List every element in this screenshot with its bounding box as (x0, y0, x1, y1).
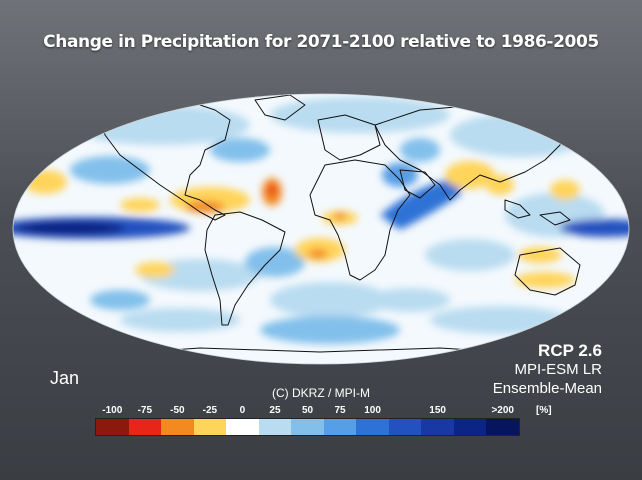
colorbar-swatch (453, 419, 487, 435)
colorbar-swatch (291, 419, 324, 435)
colorbar-tick: -75 (137, 405, 153, 416)
colorbar-swatch (356, 419, 389, 435)
colorbar-tick: 100 (364, 405, 381, 416)
colorbar-unit: [%] (536, 405, 552, 416)
colorbar-tick: -100 (102, 405, 123, 416)
scenario-info: RCP 2.6 MPI-ESM LR Ensemble-Mean (493, 340, 602, 399)
scenario-label: RCP 2.6 (538, 341, 602, 360)
colorbar (95, 418, 520, 436)
colorbar-tick: 150 (429, 405, 446, 416)
colorbar-swatch (161, 419, 194, 435)
colorbar-swatch (128, 419, 162, 435)
colorbar-swatch (486, 419, 519, 435)
colorbar-tick: -25 (202, 405, 218, 416)
colorbar-swatch (421, 419, 454, 435)
colorbar-tick: 0 (239, 405, 246, 416)
map-outline (12, 93, 630, 365)
colorbar-tick: -50 (170, 405, 185, 416)
chart-title: Change in Precipitation for 2071-2100 re… (43, 32, 599, 52)
model-label: MPI-ESM LR (514, 361, 602, 379)
colorbar-tick: 75 (334, 405, 346, 416)
colorbar-swatch (388, 419, 422, 435)
colorbar-swatch (96, 419, 129, 435)
colorbar-tick-labels: -100 -75 -50 -25 0 25 50 75 100 150 >200 (0, 405, 642, 419)
colorbar-swatch (323, 419, 357, 435)
copyright-credit: (C) DKRZ / MPI-M (272, 386, 370, 400)
colorbar-tick: 50 (301, 405, 314, 416)
colorbar-swatch (193, 419, 227, 435)
colorbar-swatch (258, 419, 292, 435)
colorbar-tick: >200 (491, 405, 514, 416)
colorbar-swatch (226, 419, 259, 435)
ensemble-label: Ensemble-Mean (492, 380, 602, 397)
colorbar-tick: 25 (269, 405, 281, 416)
month-label: Jan (50, 368, 80, 388)
